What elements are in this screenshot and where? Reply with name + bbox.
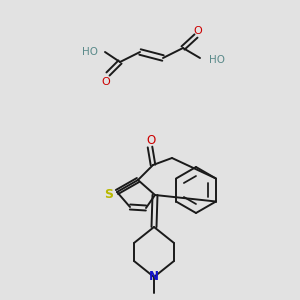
Text: HO: HO xyxy=(209,55,225,65)
Text: S: S xyxy=(104,188,113,200)
Text: O: O xyxy=(146,134,156,146)
Text: O: O xyxy=(194,26,202,36)
Text: HO: HO xyxy=(82,47,98,57)
Text: N: N xyxy=(149,271,159,284)
Text: O: O xyxy=(102,77,110,87)
